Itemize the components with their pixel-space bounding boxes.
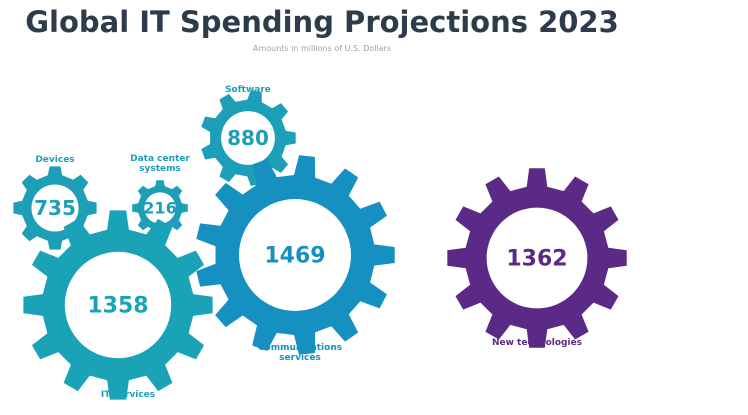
subtitle: Amounts in millions of U.S. Dollars bbox=[253, 44, 391, 53]
gear-hole bbox=[144, 192, 176, 224]
gear-value: 1362 bbox=[506, 247, 567, 272]
gear-hole bbox=[64, 251, 172, 359]
gear-label: Communications services bbox=[257, 343, 343, 363]
gear-value: 216 bbox=[143, 199, 176, 218]
gear-value: 1358 bbox=[87, 294, 148, 319]
gear-label: New technologies bbox=[491, 338, 583, 348]
title: Global IT Spending Projections 2023 bbox=[25, 5, 619, 39]
gear-label: Data center systems bbox=[130, 154, 190, 174]
gear-hole bbox=[239, 199, 351, 311]
gear-label: IT services bbox=[100, 390, 156, 400]
gear-value: 1469 bbox=[264, 244, 325, 269]
gear-hole bbox=[486, 207, 588, 309]
gear-value: 735 bbox=[34, 196, 76, 220]
gear-hole bbox=[221, 111, 275, 165]
gear-label: Software bbox=[225, 85, 271, 95]
gear-hole bbox=[31, 184, 79, 232]
gear-value: 880 bbox=[227, 126, 269, 150]
gear-label: Devices bbox=[35, 155, 75, 165]
